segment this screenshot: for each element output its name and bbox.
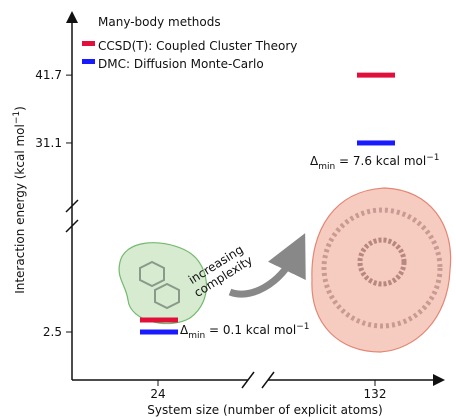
legend-swatch bbox=[82, 41, 95, 46]
level-bar bbox=[140, 318, 178, 323]
legend-label: CCSD(T): Coupled Cluster Theory bbox=[98, 39, 297, 53]
legend: Many-body methods bbox=[98, 15, 221, 29]
delta-annotation: Δmin = 7.6 kcal mol−1 bbox=[310, 153, 439, 172]
annotation-part: −1 bbox=[296, 322, 309, 332]
y-tick-label: 2.5 bbox=[43, 325, 62, 339]
y-label-part: ) bbox=[13, 106, 27, 111]
y-tick-label: 41.7 bbox=[35, 68, 62, 82]
y-label-part: −1 bbox=[12, 111, 22, 124]
legend-title: Many-body methods bbox=[98, 15, 221, 29]
legend-label: DMC: Diffusion Monte-Carlo bbox=[98, 57, 264, 71]
y-label-part: Interaction energy (kcal mol bbox=[13, 124, 27, 294]
y-tick-label: 31.1 bbox=[35, 136, 62, 150]
level-bar bbox=[140, 330, 178, 335]
annotation-part: = 7.6 kcal mol bbox=[335, 154, 426, 168]
x-axis-label: System size (number of explicit atoms) bbox=[147, 403, 382, 417]
annotation-part: min bbox=[318, 162, 335, 172]
level-bar bbox=[357, 73, 395, 78]
x-tick-label: 132 bbox=[364, 387, 387, 401]
legend-swatch bbox=[82, 59, 95, 64]
y-axis-label: Interaction energy (kcal mol−1) bbox=[12, 106, 27, 294]
annotation-part: −1 bbox=[426, 153, 439, 163]
level-bar bbox=[357, 140, 395, 145]
chart: Many-body methods 2.5 31.1 41.7 24 132 System… bbox=[0, 0, 456, 417]
annotation-part: = 0.1 kcal mol bbox=[205, 323, 296, 337]
delta-annotation: Δmin = 0.1 kcal mol−1 bbox=[180, 322, 309, 341]
x-tick-label: 24 bbox=[150, 387, 165, 401]
annotation-part: min bbox=[188, 331, 205, 341]
molecule-large bbox=[312, 188, 451, 352]
